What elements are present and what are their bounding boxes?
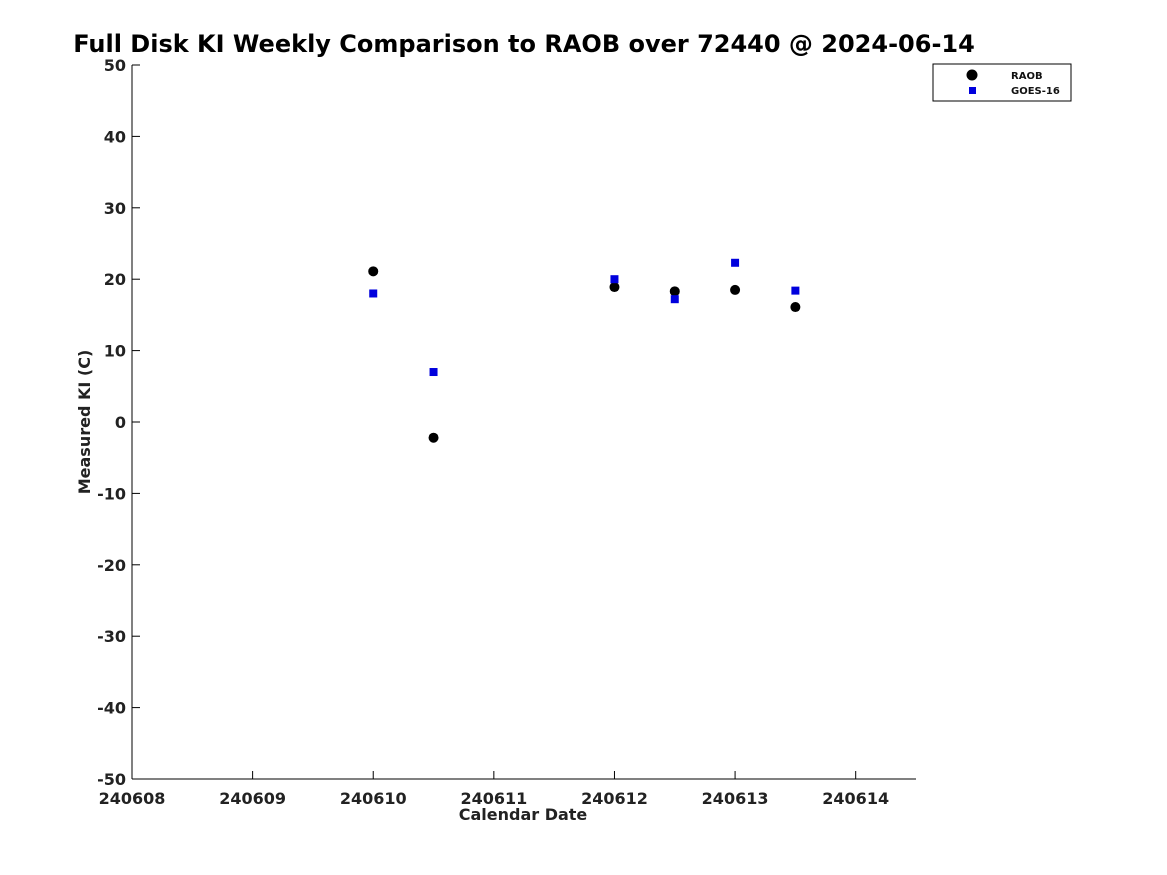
data-point (610, 275, 619, 284)
y-tick-label: -40 (97, 699, 126, 718)
series-goes-16 (369, 258, 800, 377)
data-point (670, 295, 679, 304)
x-tick-label: 240609 (219, 789, 286, 808)
y-tick-label: -30 (97, 627, 126, 646)
x-tick-label: 240610 (340, 789, 407, 808)
legend-marker-raob (966, 69, 978, 81)
data-point (368, 266, 379, 277)
x-tick-label: 240612 (581, 789, 648, 808)
y-tick-label: -50 (97, 770, 126, 789)
x-tick-label: 240608 (99, 789, 166, 808)
y-tick-label: 0 (115, 413, 126, 432)
data-point (428, 432, 439, 443)
data-point (369, 289, 378, 298)
legend-box (932, 63, 1072, 102)
y-tick-label: 20 (104, 270, 126, 289)
y-axis-ticks: -50 -40 -30 -20 -10 0 10 20 30 40 50 (97, 56, 140, 789)
data-point (609, 282, 620, 293)
data-points (368, 258, 801, 443)
series-raob (368, 266, 801, 443)
data-point (429, 368, 438, 377)
data-point (791, 286, 800, 295)
x-axis-label: Calendar Date (459, 805, 588, 824)
y-axis-label: Measured KI (C) (75, 350, 94, 495)
legend: RAOB GOES-16 (932, 63, 1072, 102)
x-tick-label: 240611 (460, 789, 527, 808)
data-point (731, 258, 740, 267)
x-tick-label: 240614 (822, 789, 889, 808)
x-tick-label: 240613 (702, 789, 769, 808)
y-tick-label: 40 (104, 127, 126, 146)
y-tick-label: 50 (104, 56, 126, 75)
legend-label-raob: RAOB (1011, 71, 1043, 82)
y-tick-label: 30 (104, 199, 126, 218)
x-axis-ticks: 240608 240609 240610 240611 240612 240613 2406… (99, 771, 889, 808)
data-point (730, 284, 741, 295)
data-point (669, 286, 680, 297)
legend-label-goes16: GOES-16 (1011, 86, 1060, 97)
y-tick-label: -10 (97, 484, 126, 503)
y-tick-label: 10 (104, 342, 126, 361)
y-tick-label: -20 (97, 556, 126, 575)
plot-axes (131, 65, 916, 780)
data-point (790, 302, 801, 313)
chart-title: Full Disk KI Weekly Comparison to RAOB o… (73, 30, 975, 58)
legend-marker-goes16 (969, 87, 976, 94)
